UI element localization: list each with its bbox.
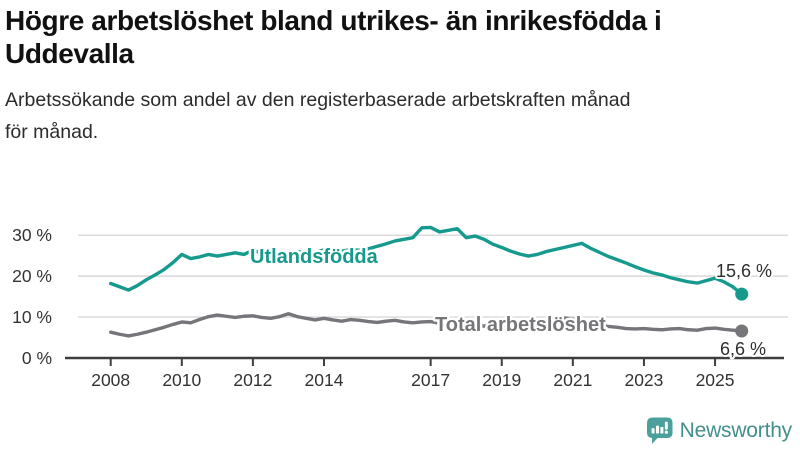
end-value-label: 6,6 %	[720, 339, 766, 359]
series-label: Utlandsfödda	[250, 246, 379, 268]
chart-header: Högre arbetslöshet bland utrikes- än inr…	[5, 4, 797, 148]
x-tick-label: 2021	[553, 370, 592, 390]
newsworthy-wordmark: Newsworthy	[679, 418, 793, 442]
x-tick-label: 2025	[696, 370, 735, 390]
y-tick-label: 10 %	[12, 307, 52, 327]
subtitle-line-1: Arbetssökande som andel av den registerb…	[5, 89, 631, 111]
y-tick-label: 30 %	[12, 225, 52, 245]
x-tick-label: 2008	[91, 370, 130, 390]
chart-title: Högre arbetslöshet bland utrikes- än inr…	[5, 4, 797, 70]
series-label: Total arbetslöshet	[435, 314, 606, 336]
x-tick-label: 2014	[305, 370, 344, 390]
x-tick-label: 2023	[624, 370, 663, 390]
chart-subtitle: Arbetssökande som andel av den registerb…	[5, 84, 797, 148]
series-line-total	[108, 312, 744, 338]
x-tick-label: 2017	[411, 370, 450, 390]
subtitle-line-2: för månad.	[5, 121, 99, 143]
end-value-label: 15,6 %	[716, 261, 772, 281]
series-end-dot	[735, 324, 749, 338]
x-tick-label: 2010	[162, 370, 201, 390]
newsworthy-logo[interactable]: Newsworthy	[646, 417, 793, 444]
title-line-1: Högre arbetslöshet bland utrikes- än inr…	[5, 5, 662, 36]
y-tick-label: 20 %	[12, 266, 52, 286]
y-tick-label: 0 %	[22, 348, 52, 368]
series-line-utlandsfodda	[108, 225, 744, 296]
x-tick-label: 2012	[233, 370, 272, 390]
series-end-dot	[735, 287, 749, 301]
bar-chart-speech-bubble-icon	[646, 417, 673, 444]
x-tick-label: 2019	[482, 370, 521, 390]
title-line-2: Uddevalla	[5, 38, 134, 69]
